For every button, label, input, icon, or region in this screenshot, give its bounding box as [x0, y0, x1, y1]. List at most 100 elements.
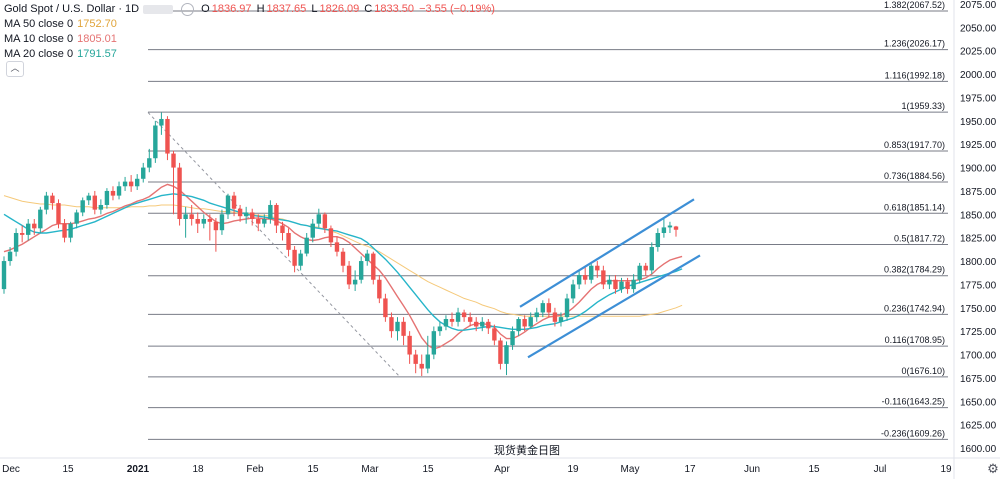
candle-body	[371, 253, 376, 280]
candle-body	[631, 279, 636, 290]
candle-body	[183, 214, 188, 219]
candle-body	[552, 312, 558, 322]
candle-body	[522, 319, 527, 327]
candle-body	[431, 331, 437, 355]
candle-body	[643, 265, 648, 271]
candle-body	[80, 200, 85, 213]
candle-body	[661, 227, 667, 234]
candle-body	[19, 233, 25, 235]
price-tick-label: 1975.00	[960, 93, 997, 104]
candle-body	[407, 335, 412, 355]
high-value: 1837.65	[266, 3, 307, 15]
candle-body	[613, 279, 618, 290]
candle-body	[177, 167, 182, 219]
candle-body	[443, 319, 449, 327]
collapse-legend-button[interactable]: ︿	[6, 61, 24, 77]
candle-body	[540, 303, 546, 313]
candle-body	[128, 181, 134, 187]
candle-body	[256, 218, 261, 224]
candle-body	[558, 317, 564, 322]
ma50-row[interactable]: MA 50 close 0 1752.70	[4, 17, 497, 32]
fib-level-label: 0.736(1884.56)	[884, 171, 945, 181]
candle-body	[207, 218, 213, 222]
candle-body	[425, 354, 430, 369]
time-tick-label: 19	[940, 464, 952, 475]
candle-body	[516, 319, 521, 332]
time-tick-label: Feb	[246, 464, 264, 475]
fib-level-label: 0.853(1917.70)	[884, 140, 945, 150]
candle-body	[564, 298, 570, 318]
gear-icon[interactable]	[181, 2, 195, 16]
candle-body	[437, 326, 443, 332]
price-tick-label: 2000.00	[960, 70, 997, 81]
settings-gear-icon[interactable]: ⚙	[987, 461, 999, 476]
candle-body	[250, 212, 255, 219]
price-tick-label: 1950.00	[960, 117, 997, 128]
ohlc-readout: O 1836.97 H 1837.65 L 1826.09 C 1833.50 −3.5…	[201, 3, 495, 15]
candle-body	[455, 312, 461, 322]
candle-body	[98, 204, 104, 210]
time-tick-label: Mar	[361, 464, 379, 475]
candle-body	[171, 153, 176, 168]
low-value: 1826.09	[319, 3, 360, 15]
candle-body	[219, 214, 225, 231]
price-tick-label: 2050.00	[960, 23, 997, 34]
candle-body	[110, 190, 116, 196]
ma20-row[interactable]: MA 20 close 0 1791.57	[4, 47, 497, 62]
candle-body	[141, 167, 146, 179]
price-tick-label: 1675.00	[960, 374, 997, 385]
price-tick-label: 1900.00	[960, 164, 997, 175]
candle-body	[322, 214, 328, 229]
time-tick-label: Apr	[494, 464, 510, 475]
fib-level-label: 0.618(1851.14)	[884, 202, 945, 212]
time-tick-label: 18	[192, 464, 204, 475]
candle-body	[480, 321, 485, 327]
fib-trend-line[interactable]	[147, 112, 401, 378]
candle-body	[310, 223, 315, 238]
candle-body	[365, 253, 370, 262]
time-tick-label: 15	[307, 464, 319, 475]
price-tick-label: 1775.00	[960, 280, 997, 291]
candle-body	[582, 275, 588, 280]
ma20-line	[3, 193, 683, 331]
fib-level-label: -0.116(1643.25)	[882, 397, 945, 407]
channel-line-lower[interactable]	[527, 254, 701, 359]
candle-body	[534, 312, 539, 318]
candle-body	[134, 178, 140, 187]
ma50-value: 1752.70	[77, 18, 117, 30]
candle-body	[637, 265, 642, 280]
time-tick-label: Jun	[744, 464, 760, 475]
candle-body	[44, 195, 49, 210]
chart-watermark: 现货黄金日图	[494, 445, 560, 457]
fib-level-label: -0.236(1609.26)	[881, 428, 945, 438]
fib-level-label: 1.382(2067.52)	[884, 0, 945, 10]
fib-level-label: 0(1676.10)	[901, 366, 945, 376]
candle-body	[122, 181, 128, 187]
symbol-name[interactable]: Gold Spot / U.S. Dollar · 1D	[4, 3, 140, 15]
time-tick-label: Jul	[874, 464, 887, 475]
candle-body	[213, 221, 219, 231]
ma10-row[interactable]: MA 10 close 0 1805.01	[4, 32, 497, 47]
candle-body	[32, 223, 37, 229]
candle-body	[225, 195, 231, 215]
ma10-label: MA 10 close 0	[4, 33, 74, 45]
candle-body	[595, 265, 600, 271]
candle-body	[328, 228, 334, 243]
blurred-region	[143, 4, 174, 14]
candle-body	[474, 321, 479, 327]
price-tick-label: 1875.00	[960, 187, 997, 198]
candle-body	[352, 279, 358, 285]
price-tick-label: 2025.00	[960, 47, 997, 58]
ma10-value: 1805.01	[77, 33, 117, 45]
candle-body	[1, 261, 7, 290]
candle-body	[655, 233, 661, 248]
price-tick-label: 2075.00	[960, 0, 997, 11]
channel-line-upper[interactable]	[519, 198, 695, 308]
candle-body	[449, 319, 455, 322]
candle-body	[159, 118, 164, 126]
candle-body	[26, 223, 31, 235]
candle-body	[104, 190, 110, 205]
candle-body	[413, 354, 418, 364]
